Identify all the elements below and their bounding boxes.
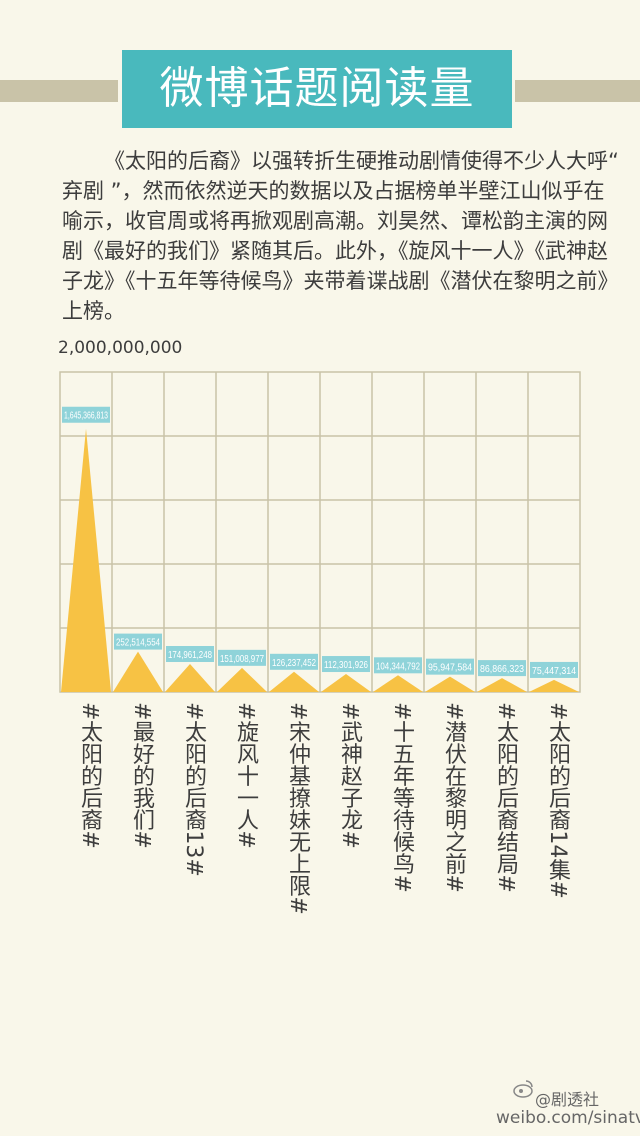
data-label: 126,237,452 xyxy=(272,657,316,669)
data-peak xyxy=(113,651,163,692)
data-peak xyxy=(61,428,111,692)
data-label: 104,344,792 xyxy=(376,660,420,672)
intro-paragraph: 《太阳的后裔》以强转折生硬推动剧情使得不少人大呼“ 弃剧 ”，然而依然逆天的数据… xyxy=(62,149,619,323)
y-axis-max-label: 2,000,000,000 xyxy=(58,338,183,358)
data-label: 151,008,977 xyxy=(220,653,264,665)
x-category-label: #太阳的后裔14集# xyxy=(545,702,570,899)
x-category-label: #潜伏在黎明之前# xyxy=(441,702,466,893)
page-title: 微博话题阅读量 xyxy=(122,50,512,128)
data-label-bg xyxy=(374,657,422,674)
chart-area: 1,645,366,813 252,514,554 174,961,248 151,0… xyxy=(59,371,581,693)
data-label-bg xyxy=(426,658,474,675)
watermark-url: weibo.com/sinatv xyxy=(496,1108,640,1128)
data-label-bg xyxy=(530,661,578,678)
x-category-label: #旋风十一人# xyxy=(233,702,258,849)
x-category-label: #武神赵子龙# xyxy=(337,702,362,849)
data-label: 252,514,554 xyxy=(116,637,160,649)
data-peak xyxy=(269,671,319,692)
weibo-logo-icon xyxy=(513,1080,533,1098)
data-label: 86,866,323 xyxy=(480,663,524,675)
data-label: 1,645,366,813 xyxy=(64,410,108,422)
x-category-label: #宋仲基撩妹无上限# xyxy=(285,702,310,915)
data-peak xyxy=(217,667,267,692)
data-peak xyxy=(373,675,423,692)
title-rule-right xyxy=(515,80,640,102)
data-peak xyxy=(165,664,215,692)
x-category-label: #太阳的后裔结局# xyxy=(493,702,518,893)
data-label-bg xyxy=(166,646,214,663)
data-peak xyxy=(321,674,371,692)
data-label: 75,447,314 xyxy=(532,665,576,677)
data-label: 174,961,248 xyxy=(168,649,212,661)
data-label-bg xyxy=(218,649,266,666)
data-label-bg xyxy=(62,406,110,423)
data-peak xyxy=(529,679,579,692)
x-category-label: #太阳的后裔13# xyxy=(181,702,206,877)
data-label-bg xyxy=(322,656,370,673)
data-label: 95,947,584 xyxy=(428,662,472,674)
data-peak xyxy=(477,678,527,692)
data-label-bg xyxy=(114,633,162,650)
x-category-label: #太阳的后裔# xyxy=(77,702,102,849)
data-peak xyxy=(425,676,475,692)
title-rule-left xyxy=(0,80,118,102)
data-label-bg xyxy=(478,660,526,677)
watermark-handle: @剧透社 xyxy=(535,1090,600,1109)
data-label: 112,301,926 xyxy=(324,659,368,671)
data-label-bg xyxy=(270,653,318,670)
x-category-label: #十五年等待候鸟# xyxy=(389,702,414,893)
x-category-label: #最好的我们# xyxy=(129,702,154,849)
